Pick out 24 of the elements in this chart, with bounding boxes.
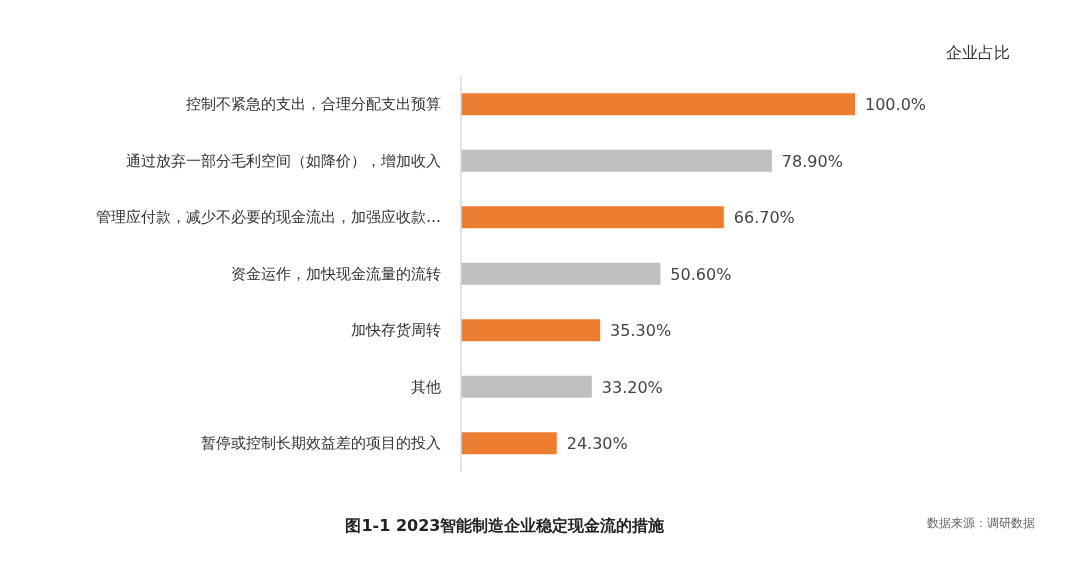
bar xyxy=(461,206,724,229)
data-label: 50.60% xyxy=(670,264,732,284)
text: 企业占比 xyxy=(946,43,1010,62)
data-label: 33.20% xyxy=(601,377,663,397)
bar xyxy=(461,432,557,455)
y-tick-label: 其他 xyxy=(411,377,441,396)
y-tick-label: 暂停或控制长期效益差的项目的投入 xyxy=(201,434,441,453)
data-label: 100.0% xyxy=(865,95,927,115)
y-tick-label: 通过放弃一部分毛利空间（如降价），增加收入 xyxy=(126,151,441,170)
bar xyxy=(461,375,592,398)
bar xyxy=(461,93,855,116)
bar xyxy=(461,262,661,285)
data-label: 78.90% xyxy=(781,151,843,171)
y-tick-label: 资金运作，加快现金流量的流转 xyxy=(231,264,441,283)
data-label: 66.70% xyxy=(733,208,795,228)
y-tick-label: 管理应付款，减少不必要的现金流出，加强应收款… xyxy=(96,208,441,227)
source-note: 数据来源：调研数据 xyxy=(927,516,1035,530)
data-label: 35.30% xyxy=(610,321,672,341)
y-tick-label: 加快存货周转 xyxy=(351,321,441,340)
bar xyxy=(461,149,772,172)
text: 图1-1 2023智能制造企业稳定现金流的措施 xyxy=(345,516,666,535)
bar xyxy=(461,319,601,342)
y-tick-label: 控制不紧急的支出，合理分配支出预算 xyxy=(186,95,441,114)
data-label: 24.30% xyxy=(566,434,628,454)
